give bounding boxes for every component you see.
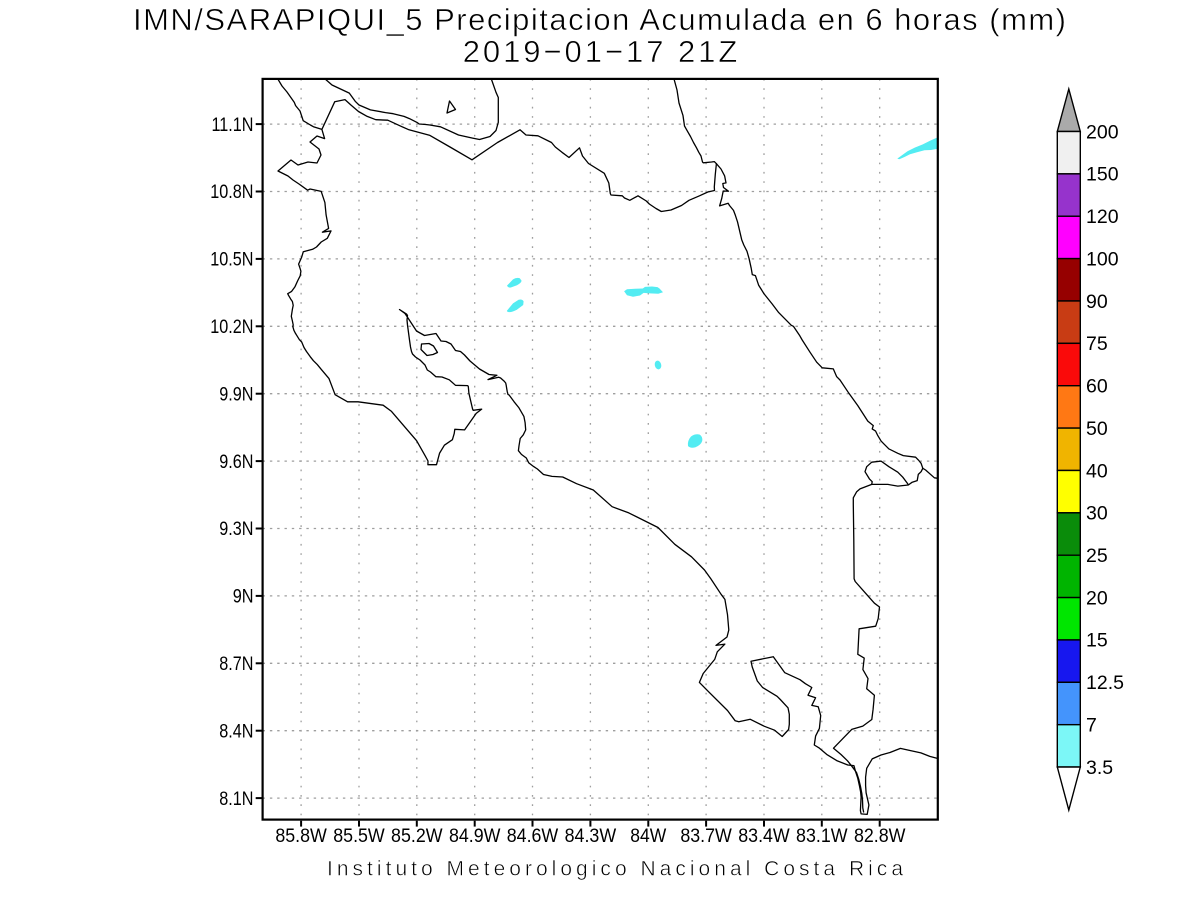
svg-text:84W: 84W: [630, 826, 666, 847]
svg-text:10.2N: 10.2N: [210, 317, 253, 338]
svg-text:8.7N: 8.7N: [219, 654, 253, 675]
svg-text:83.4W: 83.4W: [738, 826, 790, 847]
svg-text:90: 90: [1086, 291, 1108, 313]
svg-text:83.7W: 83.7W: [680, 826, 732, 847]
svg-text:25: 25: [1086, 545, 1108, 567]
svg-text:8.4N: 8.4N: [219, 721, 253, 742]
svg-text:8.1N: 8.1N: [219, 789, 253, 810]
svg-text:15: 15: [1086, 630, 1108, 652]
svg-text:3.5: 3.5: [1086, 757, 1113, 779]
svg-text:200: 200: [1086, 121, 1119, 143]
svg-text:84.9W: 84.9W: [449, 826, 501, 847]
svg-text:30: 30: [1086, 503, 1108, 525]
svg-text:50: 50: [1086, 418, 1108, 440]
svg-text:83.1W: 83.1W: [796, 826, 848, 847]
svg-text:11.1N: 11.1N: [212, 115, 254, 136]
svg-text:12.5: 12.5: [1086, 672, 1124, 694]
svg-text:7: 7: [1086, 715, 1097, 737]
svg-text:100: 100: [1086, 248, 1119, 270]
svg-text:9.9N: 9.9N: [219, 384, 253, 405]
svg-text:Instituto Meteorologico Nacion: Instituto Meteorologico Nacional Costa R…: [327, 858, 903, 881]
svg-text:85.5W: 85.5W: [333, 826, 385, 847]
svg-text:84.3W: 84.3W: [565, 826, 617, 847]
svg-text:85.2W: 85.2W: [391, 826, 443, 847]
svg-text:82.8W: 82.8W: [854, 826, 906, 847]
svg-text:9.3N: 9.3N: [219, 519, 253, 540]
svg-text:10.8N: 10.8N: [210, 182, 253, 203]
svg-text:IMN/SARAPIQUI_5 Precipitacion: IMN/SARAPIQUI_5 Precipitacion Acumulada …: [133, 2, 1066, 37]
svg-text:9.6N: 9.6N: [219, 452, 253, 473]
svg-text:10.5N: 10.5N: [210, 250, 253, 271]
svg-text:9N: 9N: [233, 587, 254, 608]
svg-text:150: 150: [1086, 164, 1119, 186]
svg-text:40: 40: [1086, 460, 1108, 482]
svg-text:20: 20: [1086, 587, 1108, 609]
svg-text:2019−01−17 21Z: 2019−01−17 21Z: [463, 34, 738, 69]
svg-text:85.8W: 85.8W: [275, 826, 327, 847]
svg-text:120: 120: [1086, 206, 1119, 228]
svg-text:84.6W: 84.6W: [507, 826, 559, 847]
svg-text:60: 60: [1086, 376, 1108, 398]
svg-text:75: 75: [1086, 333, 1108, 355]
